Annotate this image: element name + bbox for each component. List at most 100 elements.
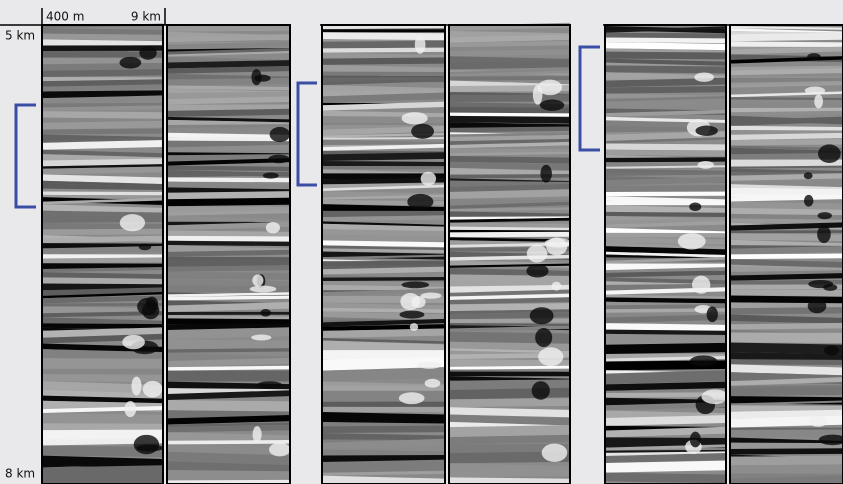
reflector — [167, 312, 290, 315]
blob — [260, 309, 271, 317]
blob — [689, 202, 701, 211]
blob — [804, 172, 813, 179]
reflector — [449, 398, 570, 407]
reflector — [605, 52, 726, 60]
reflector — [322, 407, 445, 412]
blob — [253, 426, 262, 443]
blob — [410, 323, 418, 331]
blob — [124, 401, 136, 417]
blob — [252, 274, 263, 286]
blob — [421, 172, 436, 186]
blob — [526, 264, 548, 277]
blob — [527, 245, 548, 263]
blob — [695, 126, 717, 136]
reflector — [605, 33, 726, 38]
reflector — [322, 402, 445, 407]
blob — [263, 172, 279, 178]
blob — [417, 362, 441, 369]
reflector — [42, 129, 163, 135]
reflector — [605, 185, 726, 192]
blob — [818, 144, 841, 163]
reflector — [730, 359, 843, 365]
blob — [257, 381, 281, 388]
figure: 400 m 9 km 5 km 8 km — [0, 0, 843, 484]
blob — [143, 381, 163, 398]
blob — [421, 293, 442, 299]
reflector — [730, 465, 843, 474]
blob — [690, 432, 701, 448]
width-label: 400 m — [46, 10, 84, 24]
reflector — [449, 116, 570, 124]
blob — [266, 222, 280, 233]
reflector — [449, 468, 570, 477]
reflector — [322, 48, 445, 53]
blob — [805, 87, 825, 95]
bottom-depth-label: 8 km — [5, 467, 35, 481]
blob — [707, 307, 718, 323]
blob — [823, 284, 837, 291]
reflector — [605, 38, 726, 44]
blob — [824, 346, 840, 356]
blob — [533, 85, 543, 105]
reflector — [42, 369, 163, 374]
blob — [809, 417, 827, 427]
reflector — [322, 41, 445, 49]
reflector — [322, 166, 445, 169]
distance-label: 9 km — [131, 10, 161, 24]
blob — [425, 379, 441, 388]
reflector — [322, 72, 445, 76]
reflector — [605, 201, 726, 205]
blob — [120, 214, 145, 231]
reflector — [730, 139, 843, 146]
reflector — [730, 289, 843, 296]
blob — [402, 112, 428, 124]
reflector — [167, 236, 290, 241]
blob — [134, 435, 159, 454]
blob — [678, 233, 706, 249]
blob — [545, 238, 572, 247]
blob — [251, 334, 271, 340]
seismic-panel — [167, 25, 290, 484]
blob — [540, 100, 564, 111]
reflector — [167, 440, 290, 444]
reflector — [730, 181, 843, 185]
reflector — [42, 111, 163, 119]
blob — [399, 392, 425, 404]
blob — [119, 57, 141, 69]
blob — [122, 335, 145, 349]
blob — [804, 195, 813, 207]
blob — [142, 302, 159, 319]
reflector — [730, 456, 843, 466]
blob — [818, 212, 832, 219]
reflector — [605, 192, 726, 197]
blob — [552, 282, 562, 291]
reflector — [42, 229, 163, 235]
reflector — [322, 57, 445, 65]
seismic-panel — [605, 25, 728, 484]
blob — [538, 347, 563, 366]
reflector — [730, 448, 843, 454]
blob — [698, 161, 714, 169]
reflector — [730, 332, 843, 342]
seismic-panel — [42, 24, 163, 484]
reflector — [605, 144, 726, 151]
blob — [694, 73, 714, 82]
reflector — [730, 254, 843, 260]
reflector — [42, 34, 163, 41]
blob — [532, 381, 550, 400]
seismic-panel — [449, 23, 572, 484]
blob — [268, 155, 289, 164]
reflector — [322, 426, 445, 433]
blob — [407, 194, 433, 210]
blob — [251, 69, 261, 85]
reflector — [42, 423, 163, 430]
reflector — [449, 232, 570, 238]
blob — [270, 127, 290, 142]
blob — [402, 281, 430, 288]
reflector — [167, 25, 290, 32]
reflector — [167, 370, 290, 381]
blob — [139, 46, 156, 60]
reflector — [605, 233, 726, 238]
blob — [535, 328, 552, 347]
reflector — [42, 358, 163, 369]
